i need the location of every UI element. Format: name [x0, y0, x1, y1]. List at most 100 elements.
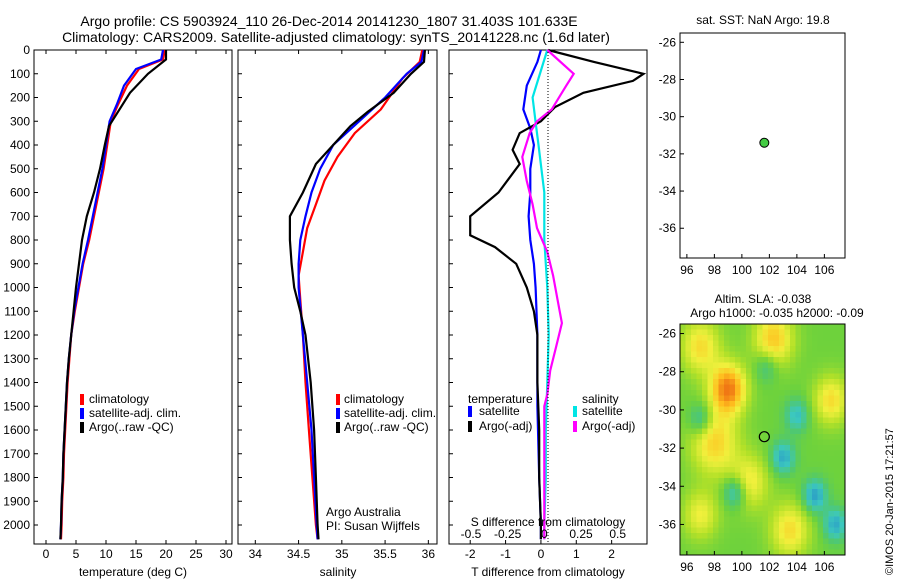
sla-heatmap-cell — [784, 549, 791, 556]
sla-heatmap-cell — [828, 505, 835, 512]
sla-heatmap-cell — [751, 467, 758, 473]
sla-heatmap-cell — [724, 494, 730, 501]
sla-heatmap-cell — [718, 456, 725, 462]
sla-heatmap-cell — [806, 544, 813, 550]
x-tick-label: 34 — [249, 547, 263, 561]
sla-heatmap-cell — [685, 478, 692, 484]
sla-heatmap-cell — [696, 324, 703, 330]
sla-heatmap-cell — [713, 379, 719, 385]
sla-heatmap-cell — [757, 478, 763, 484]
sla-heatmap-cell — [839, 445, 846, 451]
sla-heatmap-cell — [757, 533, 763, 539]
sla-heatmap-cell — [707, 351, 714, 358]
x-tick-label: -2 — [465, 547, 476, 561]
sla-heatmap-cell — [790, 439, 796, 446]
y-tick-label: 100 — [10, 67, 30, 81]
sla-heatmap-cell — [790, 511, 796, 517]
sla-map-axes-box — [679, 323, 846, 556]
sla-heatmap-cell — [801, 428, 807, 435]
sla-heatmap-cell — [823, 456, 829, 462]
map-y-tick-label: -32 — [659, 441, 677, 455]
sla-heatmap-cell — [691, 351, 697, 358]
sla-heatmap-cell — [685, 346, 692, 352]
sla-heatmap-cell — [768, 428, 774, 435]
sla-heatmap-cell — [806, 368, 813, 374]
sla-heatmap-cell — [817, 549, 824, 556]
sla-heatmap-cell — [784, 401, 791, 407]
sla-heatmap-cell — [757, 467, 763, 473]
sla-heatmap-cell — [729, 494, 736, 501]
sla-heatmap-cell — [812, 340, 818, 347]
sla-heatmap-cell — [795, 412, 802, 418]
sla-heatmap-cell — [729, 544, 736, 550]
sla-heatmap-cell — [823, 461, 829, 468]
sla-heatmap-cell — [729, 505, 736, 512]
sla-heatmap-cell — [828, 351, 835, 358]
sla-heatmap-cell — [757, 516, 763, 523]
sla-heatmap-cell — [680, 368, 686, 374]
sla-heatmap-cell — [839, 516, 846, 523]
sla-heatmap-cell — [790, 478, 796, 484]
legend-label-temp-satellite: satellite — [479, 404, 520, 418]
sla-heatmap-cell — [724, 511, 730, 517]
sla-heatmap-cell — [691, 406, 697, 413]
sla-heatmap-cell — [812, 549, 818, 556]
sla-heatmap-cell — [839, 500, 846, 506]
sla-heatmap-cell — [724, 467, 730, 473]
sla-heatmap-cell — [713, 406, 719, 413]
sla-heatmap-cell — [823, 428, 829, 435]
sla-heatmap-cell — [702, 428, 708, 435]
sla-heatmap-cell — [680, 489, 686, 495]
sla-heatmap-cell — [762, 522, 769, 528]
sla-heatmap-cell — [707, 340, 714, 347]
sla-heatmap-cell — [779, 390, 785, 396]
sla-heatmap-cell — [735, 346, 741, 352]
sla-heatmap-cell — [834, 412, 840, 418]
sla-heatmap-cell — [751, 434, 758, 440]
sla-heatmap-cell — [790, 489, 796, 495]
sla-heatmap-cell — [817, 489, 824, 495]
sla-heatmap-cell — [768, 324, 774, 330]
sla-heatmap-cell — [768, 489, 774, 495]
sla-heatmap-cell — [680, 379, 686, 385]
sla-heatmap-cell — [685, 500, 692, 506]
x-tick-label: 5 — [73, 547, 80, 561]
sla-heatmap-cell — [773, 384, 780, 391]
sla-heatmap-cell — [817, 417, 824, 424]
sla-heatmap-cell — [834, 450, 840, 457]
x-tick-label: 10 — [99, 547, 113, 561]
sla-heatmap-cell — [768, 417, 774, 424]
sla-heatmap-cell — [691, 368, 697, 374]
sla-heatmap-cell — [773, 406, 780, 413]
sla-heatmap-cell — [768, 368, 774, 374]
sla-heatmap-cell — [740, 406, 747, 413]
sla-heatmap-cell — [768, 395, 774, 402]
sla-heatmap-cell — [812, 357, 818, 363]
sla-heatmap-cell — [795, 456, 802, 462]
sla-heatmap-cell — [828, 500, 835, 506]
sla-heatmap-cell — [718, 379, 725, 385]
sla-heatmap-cell — [773, 478, 780, 484]
sla-heatmap-cell — [779, 423, 785, 429]
sla-heatmap-cell — [713, 423, 719, 429]
argo-australia-note: Argo Australia — [326, 505, 401, 519]
sla-heatmap-cell — [779, 544, 785, 550]
sla-heatmap-cell — [790, 329, 796, 336]
sla-heatmap-cell — [724, 478, 730, 484]
sla-heatmap-cell — [713, 362, 719, 369]
sla-heatmap-cell — [834, 489, 840, 495]
sla-heatmap-cell — [702, 379, 708, 385]
sla-heatmap-cell — [817, 544, 824, 550]
sla-heatmap-cell — [773, 450, 780, 457]
sla-heatmap-cell — [757, 439, 763, 446]
sla-heatmap-cell — [795, 329, 802, 336]
sla-heatmap-cell — [691, 445, 697, 451]
sla-heatmap-cell — [740, 439, 747, 446]
x-tick-label: 15 — [129, 547, 143, 561]
sla-heatmap-cell — [713, 538, 719, 545]
sla-heatmap-cell — [680, 395, 686, 402]
sla-heatmap-cell — [801, 379, 807, 385]
sla-heatmap-cell — [790, 533, 796, 539]
sla-heatmap-cell — [823, 406, 829, 413]
sla-heatmap-cell — [707, 329, 714, 336]
